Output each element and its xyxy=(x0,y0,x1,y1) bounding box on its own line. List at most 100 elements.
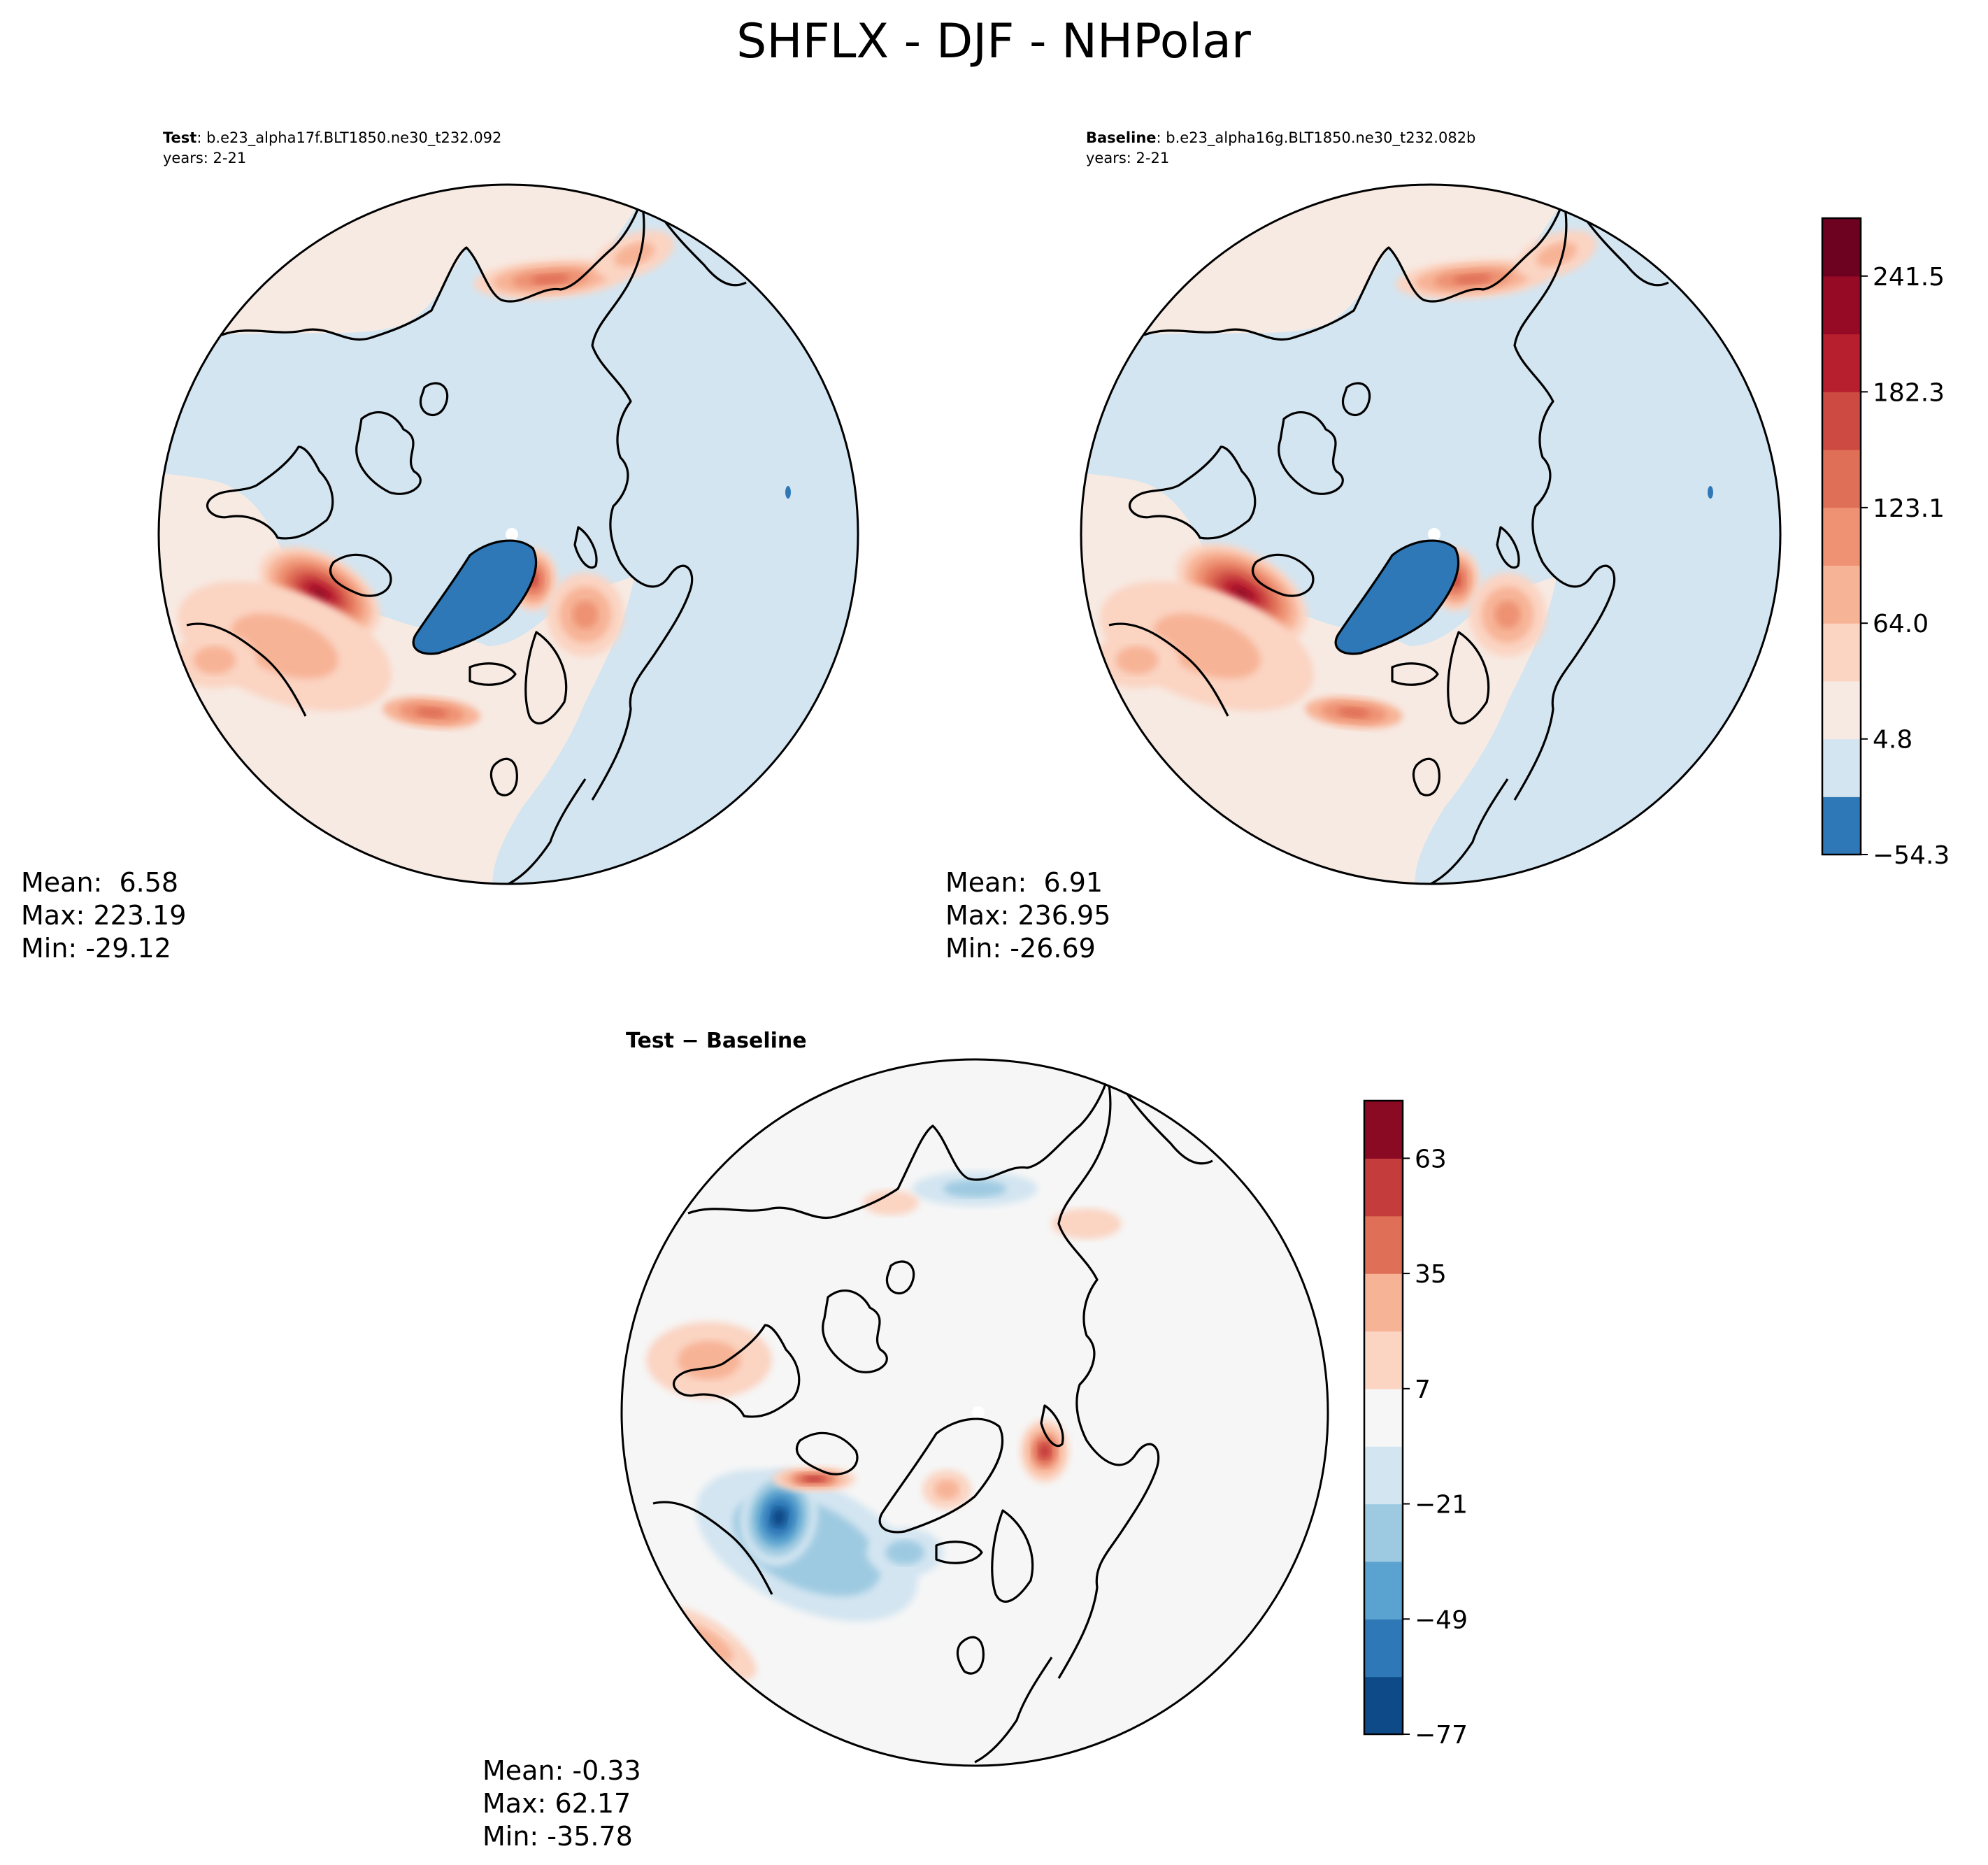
diff-colorbar: −77 −49 −21 7 35 63 xyxy=(1363,1099,1468,1750)
coastline-russia xyxy=(1513,198,1616,801)
coastline-kamchatka xyxy=(657,212,747,287)
diff-colorbar-swatch xyxy=(1364,1331,1403,1389)
coastline-novaya xyxy=(573,526,598,569)
diff-colorbar-swatch xyxy=(1364,1158,1403,1217)
diff-colorbar-swatch xyxy=(1364,1101,1403,1159)
full-colorbar-tick-label: 123.1 xyxy=(1873,494,1945,523)
coastline-arch xyxy=(355,411,422,495)
coastline-arch2 xyxy=(885,1260,915,1295)
diff-negative-area xyxy=(885,1540,924,1565)
coastline-kamchatka xyxy=(1580,212,1669,287)
small-negative-mark xyxy=(785,486,791,499)
full-colorbar-swatch xyxy=(1822,565,1861,624)
baseline-panel: Baseline: b.e23_alpha16g.BLT1850.ne30_t2… xyxy=(945,129,1950,964)
test-map-field xyxy=(159,185,858,884)
diff-map-field xyxy=(622,1059,1328,1766)
diff-panel: Test − Baseline Mean: -0.33 Max: 62.17 M… xyxy=(482,1029,1468,1852)
baseline-case-name: b.e23_alpha16g.BLT1850.ne30_t232.082b xyxy=(1166,129,1475,147)
diff-positive-area xyxy=(1052,1208,1122,1239)
diff-max: Max: 62.17 xyxy=(482,1788,631,1819)
baseline-map-boundary xyxy=(1080,183,1782,885)
pacific-hotspot xyxy=(531,273,570,285)
iceland-hotspot xyxy=(415,707,448,718)
west-hotspot xyxy=(194,646,236,674)
pacific-hotspot xyxy=(1453,273,1492,285)
greenland-field xyxy=(1336,541,1459,654)
test-panel-label: Test xyxy=(163,129,196,146)
small-negative-mark xyxy=(1708,486,1713,499)
baseline-map xyxy=(1081,185,1780,884)
full-colorbar-frame xyxy=(1821,217,1862,856)
diff-map-boundary xyxy=(620,1058,1329,1767)
full-colorbar-ticks: −54.3 4.8 64.0 123.1 182.3 241.5 xyxy=(1861,263,1950,870)
full-colorbar-swatch xyxy=(1822,334,1861,392)
full-colorbar-swatch xyxy=(1822,449,1861,508)
coastline-labrador xyxy=(186,622,307,717)
coastline-alaska xyxy=(206,445,334,540)
atlantic-warm-area xyxy=(231,613,338,679)
coastline-north xyxy=(1143,198,1565,341)
full-colorbar-tick-label: 182.3 xyxy=(1873,378,1945,407)
full-colorbar-swatch xyxy=(1822,218,1861,277)
test-panel: Test: b.e23_alpha17f.BLT1850.ne30_t232.0… xyxy=(21,129,859,964)
coastline-novaya xyxy=(1496,526,1520,569)
greenland-field xyxy=(413,541,536,654)
diff-mean: Mean: -0.33 xyxy=(482,1755,641,1786)
diff-colorbar-swatch xyxy=(1364,1388,1403,1447)
coastline-alaska xyxy=(1128,445,1257,540)
diff-panel-title: Test − Baseline xyxy=(626,1029,807,1053)
coastline-scand xyxy=(1447,631,1490,724)
full-colorbar-tick-label: −54.3 xyxy=(1873,841,1950,870)
diff-colorbar-tick-label: 63 xyxy=(1415,1145,1447,1173)
full-colorbar-swatch xyxy=(1822,796,1861,855)
coastline-scand xyxy=(991,1509,1034,1603)
diff-colorbar-swatch xyxy=(1364,1503,1403,1562)
test-map xyxy=(159,185,858,884)
diff-colorbar-tick-label: −21 xyxy=(1415,1491,1468,1520)
full-colorbar-swatch xyxy=(1822,623,1861,682)
coastline-arch2 xyxy=(419,382,449,417)
diff-colorbar-ticks: −77 −49 −21 7 35 63 xyxy=(1403,1145,1468,1750)
diff-negative-area xyxy=(943,1180,1006,1198)
full-colorbar-swatch xyxy=(1822,738,1861,797)
diff-colorbar-frame xyxy=(1363,1099,1404,1736)
pacific-hotspot xyxy=(1536,242,1577,267)
diff-colorbar-swatch xyxy=(1364,1561,1403,1620)
coastline-north xyxy=(221,198,643,341)
coastline-labrador xyxy=(1108,622,1229,717)
coastline-hudson xyxy=(329,553,392,597)
baseline-max: Max: 236.95 xyxy=(945,900,1110,931)
coastline-hudson xyxy=(1251,553,1315,597)
diff-min: Min: -35.78 xyxy=(482,1821,633,1852)
test-panel-header: Test: b.e23_alpha17f.BLT1850.ne30_t232.0… xyxy=(163,129,501,147)
coastline-labrador xyxy=(652,1501,773,1595)
test-map-boundary xyxy=(157,183,859,885)
diff-colorbar-tick-label: −77 xyxy=(1415,1721,1468,1750)
full-colorbar-swatch xyxy=(1822,392,1861,450)
baseline-mean: Mean: 6.91 xyxy=(945,867,1103,898)
coastline-greenland xyxy=(878,1417,1004,1534)
diff-negative-core xyxy=(771,1508,787,1527)
baseline-min: Min: -26.69 xyxy=(945,933,1096,964)
diff-positive-area xyxy=(934,1480,959,1499)
coastline-europe xyxy=(1430,778,1509,884)
baseline-years: years: 2-21 xyxy=(1086,150,1169,166)
diff-colorbar-swatch xyxy=(1364,1215,1403,1274)
coastline-arch2 xyxy=(1341,382,1371,417)
full-colorbar-swatch xyxy=(1822,680,1861,740)
coastline-arch xyxy=(1278,411,1344,495)
diff-colorbar-swatch xyxy=(1364,1446,1403,1505)
full-colorbar-swatch xyxy=(1822,507,1861,566)
diff-map xyxy=(622,1059,1328,1766)
coastline-russia xyxy=(591,198,694,801)
test-mean: Mean: 6.58 xyxy=(21,867,178,898)
coastline-hudson xyxy=(795,1431,859,1475)
full-colorbar: −54.3 4.8 64.0 123.1 182.3 241.5 xyxy=(1821,217,1950,870)
coastline-novaya xyxy=(1040,1404,1064,1448)
coastline-iceland xyxy=(469,662,517,686)
iceland-hotspot xyxy=(1337,707,1371,718)
coastline-kamchatka xyxy=(1124,1090,1213,1165)
diff-positive-area xyxy=(863,1190,919,1215)
coastline-arch xyxy=(822,1289,888,1373)
